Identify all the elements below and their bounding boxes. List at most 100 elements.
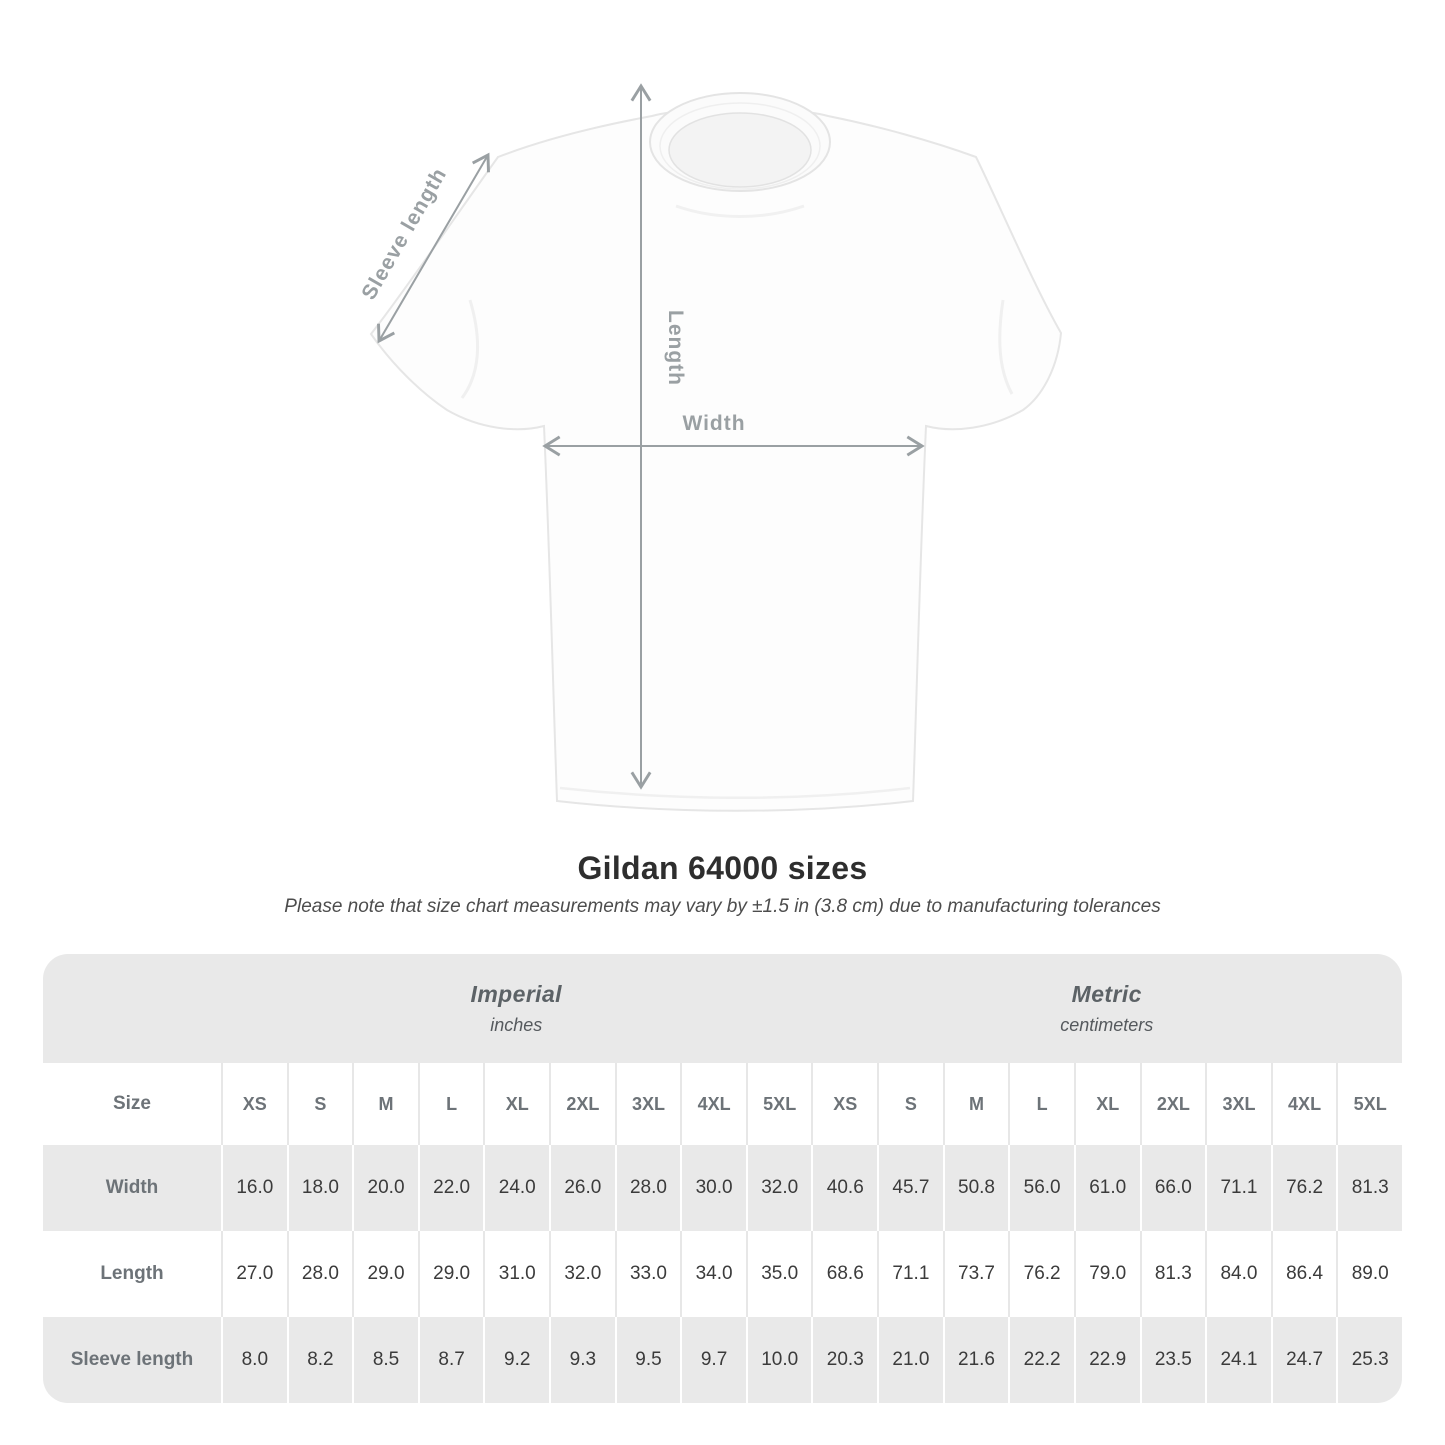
table-row-length: Length 27.0 28.0 29.0 29.0 31.0 32.0 33.… — [43, 1231, 1402, 1317]
table-cell: 20.0 — [352, 1145, 418, 1231]
imperial-header: Imperial inches — [221, 954, 812, 1063]
table-cell: 22.9 — [1073, 1317, 1140, 1403]
size-header: 3XL — [614, 1063, 681, 1145]
table-cell: 81.3 — [1336, 1145, 1402, 1231]
table-cell: 9.2 — [483, 1317, 550, 1403]
table-cell: 8.2 — [286, 1317, 353, 1403]
table-cell: 23.5 — [1139, 1317, 1206, 1403]
size-header: 2XL — [1139, 1063, 1206, 1145]
table-cell: 33.0 — [614, 1231, 681, 1317]
collar-seam — [659, 102, 821, 190]
size-header: S — [877, 1063, 943, 1145]
table-cell: 73.7 — [942, 1231, 1009, 1317]
size-header: 4XL — [1270, 1063, 1337, 1145]
metric-header: Metric centimeters — [811, 954, 1402, 1063]
table-cell: 9.5 — [614, 1317, 681, 1403]
table-cell: 89.0 — [1336, 1231, 1402, 1317]
table-cell: 61.0 — [1073, 1145, 1140, 1231]
length-label: Length — [664, 310, 687, 386]
table-cell: 76.2 — [1270, 1145, 1337, 1231]
table-row-width: Width 16.0 18.0 20.0 22.0 24.0 26.0 28.0… — [43, 1145, 1402, 1231]
page-title: Gildan 64000 sizes — [577, 850, 868, 886]
row-header-width: Width — [43, 1145, 221, 1231]
unit-header-row: Imperial inches Metric centimeters — [43, 954, 1402, 1063]
table-cell: 9.3 — [549, 1317, 615, 1403]
table-cell: 29.0 — [352, 1231, 418, 1317]
table-cell: 32.0 — [549, 1231, 615, 1317]
table-cell: 24.1 — [1205, 1317, 1271, 1403]
tshirt-measurement-diagram: Sleeve length Length Width — [330, 55, 1090, 845]
metric-label: Metric — [1071, 981, 1142, 1007]
table-cell: 8.7 — [417, 1317, 484, 1403]
size-header: XL — [1073, 1063, 1140, 1145]
table-cell: 29.0 — [417, 1231, 484, 1317]
table-cell: 9.7 — [680, 1317, 746, 1403]
table-cell: 22.0 — [417, 1145, 484, 1231]
table-cell: 21.0 — [877, 1317, 943, 1403]
measurement-arrows — [377, 83, 925, 790]
sleeve-crease-right — [998, 299, 1014, 395]
size-header: 5XL — [1336, 1063, 1402, 1145]
size-chart-table: Imperial inches Metric centimeters Size … — [43, 954, 1402, 1403]
table-cell: 30.0 — [680, 1145, 746, 1231]
table-cell: 8.0 — [221, 1317, 287, 1403]
size-header: XS — [811, 1063, 878, 1145]
table-cell: 40.6 — [811, 1145, 878, 1231]
size-header: M — [942, 1063, 1009, 1145]
size-header: 2XL — [549, 1063, 615, 1145]
table-cell: 66.0 — [1139, 1145, 1206, 1231]
sleeve-length-arrow — [377, 152, 490, 344]
size-header: XL — [483, 1063, 550, 1145]
table-cell: 27.0 — [221, 1231, 287, 1317]
table-cell: 45.7 — [877, 1145, 943, 1231]
imperial-unit: inches — [490, 1015, 543, 1035]
row-header-sleeve-length: Sleeve length — [43, 1317, 221, 1403]
width-label: Width — [682, 412, 745, 435]
table-row-sleeve-length: Sleeve length 8.0 8.2 8.5 8.7 9.2 9.3 9.… — [43, 1317, 1402, 1403]
table-cell: 16.0 — [221, 1145, 287, 1231]
size-header-row: Size XS S M L XL 2XL 3XL 4XL 5XL XS S M … — [43, 1063, 1402, 1145]
header-corner — [43, 954, 221, 1063]
table-cell: 28.0 — [286, 1231, 353, 1317]
size-header: XS — [221, 1063, 287, 1145]
table-cell: 81.3 — [1139, 1231, 1206, 1317]
table-cell: 10.0 — [745, 1317, 812, 1403]
size-header: L — [1008, 1063, 1074, 1145]
table-cell: 25.3 — [1336, 1317, 1402, 1403]
table-cell: 22.2 — [1008, 1317, 1074, 1403]
size-header: 5XL — [745, 1063, 812, 1145]
table-cell: 68.6 — [811, 1231, 878, 1317]
table-cell: 35.0 — [745, 1231, 812, 1317]
size-header: S — [286, 1063, 353, 1145]
table-cell: 28.0 — [614, 1145, 681, 1231]
row-header-size: Size — [43, 1063, 221, 1145]
table-cell: 34.0 — [680, 1231, 746, 1317]
size-header: 3XL — [1205, 1063, 1271, 1145]
table-cell: 79.0 — [1073, 1231, 1140, 1317]
table-cell: 18.0 — [286, 1145, 353, 1231]
neck-opening — [668, 112, 812, 188]
table-cell: 71.1 — [877, 1231, 943, 1317]
table-cell: 56.0 — [1008, 1145, 1074, 1231]
size-header: M — [352, 1063, 418, 1145]
table-cell: 8.5 — [352, 1317, 418, 1403]
tolerance-note: Please note that size chart measurements… — [284, 896, 1161, 917]
table-cell: 24.7 — [1270, 1317, 1337, 1403]
table-cell: 84.0 — [1205, 1231, 1271, 1317]
table-cell: 21.6 — [942, 1317, 1009, 1403]
table-cell: 20.3 — [811, 1317, 878, 1403]
table-cell: 26.0 — [549, 1145, 615, 1231]
table-cell: 76.2 — [1008, 1231, 1074, 1317]
size-header: L — [417, 1063, 484, 1145]
table-cell: 86.4 — [1270, 1231, 1337, 1317]
table-cell: 50.8 — [942, 1145, 1009, 1231]
metric-unit: centimeters — [1060, 1015, 1154, 1035]
imperial-label: Imperial — [470, 981, 562, 1007]
hem-line — [559, 786, 911, 799]
under-collar-shadow — [675, 204, 805, 218]
table-cell: 32.0 — [745, 1145, 812, 1231]
table-cell: 24.0 — [483, 1145, 550, 1231]
row-header-length: Length — [43, 1231, 221, 1317]
table-cell: 31.0 — [483, 1231, 550, 1317]
size-header: 4XL — [680, 1063, 746, 1145]
